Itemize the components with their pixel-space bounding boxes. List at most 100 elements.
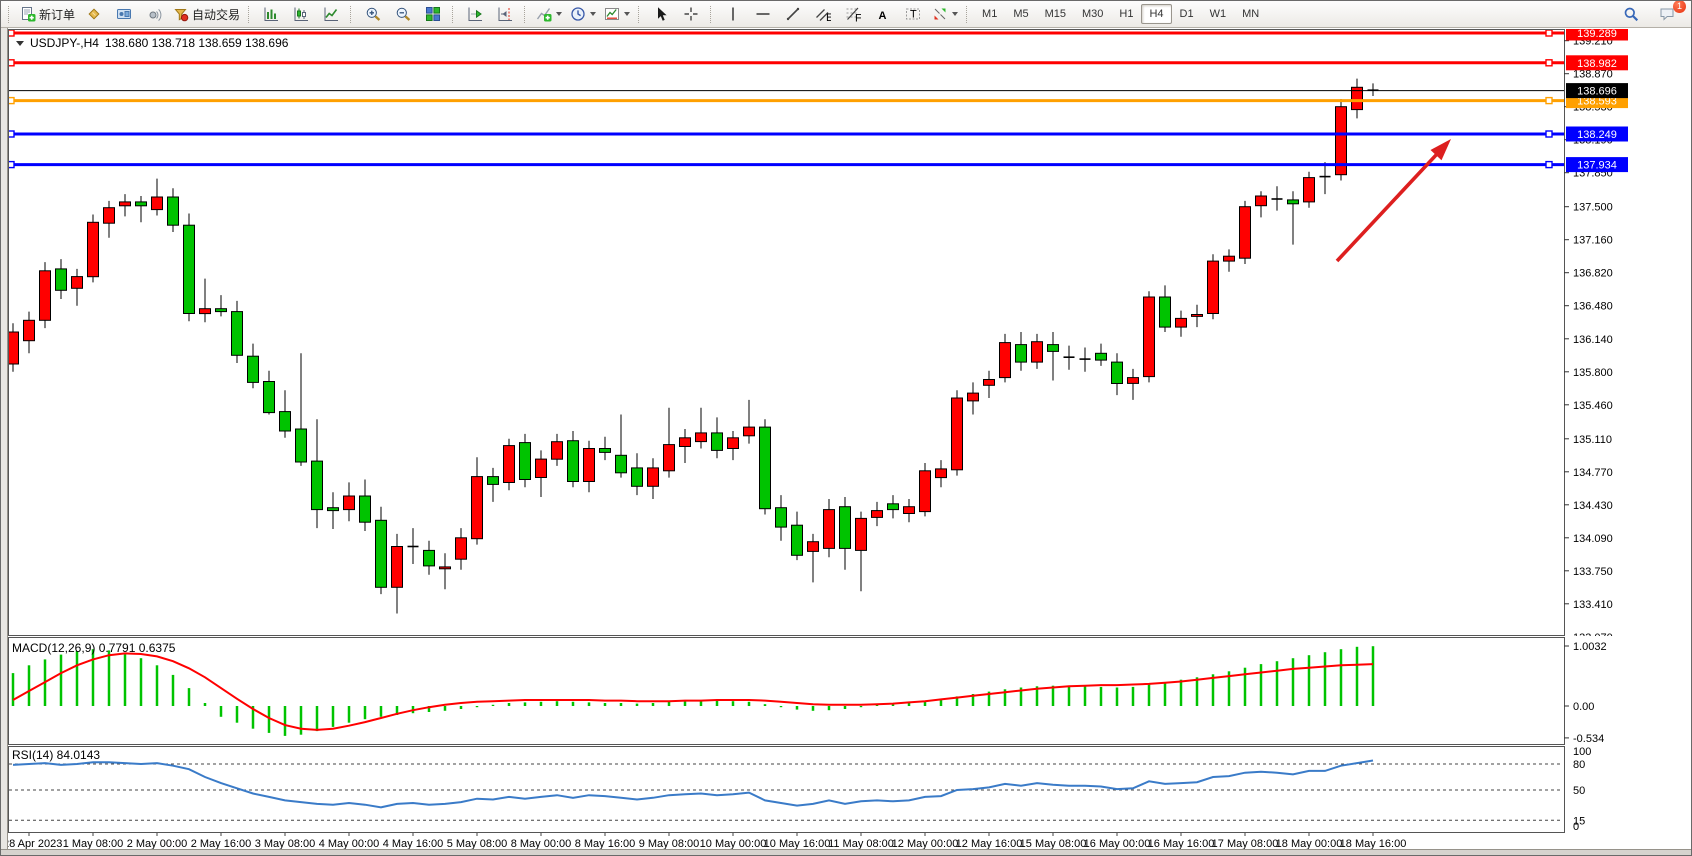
arrows-button[interactable] xyxy=(928,2,962,26)
new-order-icon xyxy=(22,7,36,22)
candle-body xyxy=(39,270,51,321)
line-chart-button[interactable] xyxy=(316,2,346,26)
timeframe-button-mn[interactable]: MN xyxy=(1242,8,1260,20)
new-order-label: 新订单 xyxy=(39,7,76,22)
trendline-button[interactable] xyxy=(778,2,808,26)
chart-shift-button[interactable] xyxy=(490,2,520,26)
chart-dropdown-icon[interactable] xyxy=(16,40,24,46)
candle-body xyxy=(695,432,707,443)
price-tick-label: 136.820 xyxy=(1573,268,1613,280)
price-tick-label: 137.500 xyxy=(1573,202,1613,214)
candlestick-chart-button[interactable] xyxy=(286,2,316,26)
date-axis[interactable]: 28 Apr 2023 1 May 08:00 2 May 00:00 2 May 1… xyxy=(1,833,1692,852)
price-badge-label: 138.696 xyxy=(1577,86,1617,98)
channel-button[interactable]: E xyxy=(808,2,838,26)
trend-arrow-shaft[interactable] xyxy=(1335,149,1442,263)
date-label: 3 May 08:00 xyxy=(255,838,316,850)
price-tick-label: 134.090 xyxy=(1573,533,1613,545)
search-button[interactable] xyxy=(1616,2,1646,26)
macd-panel[interactable]: 1.0032 0.00 -0.534 xyxy=(1,637,1692,745)
expert-advisors-button[interactable] xyxy=(109,2,139,26)
candle-body xyxy=(1223,255,1235,262)
candle-body xyxy=(359,495,371,523)
svg-text:F: F xyxy=(855,13,861,23)
channel-icon: E xyxy=(816,9,831,22)
candle-body xyxy=(1351,86,1363,111)
candle-body xyxy=(311,460,323,511)
timeframe-button-m5[interactable]: M5 xyxy=(1013,8,1029,20)
bar-chart-button[interactable] xyxy=(256,2,286,26)
timeframe-button-m15[interactable]: M15 xyxy=(1044,8,1066,20)
fibonacci-button[interactable]: F xyxy=(838,2,868,26)
price-badge xyxy=(1566,55,1628,71)
line-handle[interactable] xyxy=(1545,96,1553,105)
candle-body xyxy=(839,506,851,549)
candle-body xyxy=(599,448,611,453)
candle-body xyxy=(935,468,947,479)
timeframe-button-h1[interactable]: H1 xyxy=(1119,8,1134,20)
trendline-icon xyxy=(786,7,800,21)
line-handle[interactable] xyxy=(1545,160,1553,169)
auto-scroll-button[interactable] xyxy=(460,2,490,26)
timeframe-button-w1[interactable]: W1 xyxy=(1209,8,1227,20)
candle-body xyxy=(807,541,819,552)
toolbar-right-icons: 1 xyxy=(1616,1,1688,26)
new-order-button[interactable]: 新订单 xyxy=(16,2,79,26)
zoom-in-button[interactable] xyxy=(358,2,388,26)
candle-body xyxy=(983,379,995,386)
notifications-button[interactable]: 1 xyxy=(1652,1,1686,26)
notification-badge[interactable]: 1 xyxy=(1673,1,1686,13)
candle-body xyxy=(487,476,499,485)
dropdown-caret-icon[interactable] xyxy=(624,12,631,16)
toolbar-grip xyxy=(638,5,642,23)
candle-body xyxy=(263,381,275,414)
candle-body xyxy=(87,221,99,278)
indicators-button[interactable] xyxy=(532,2,566,26)
candle-body xyxy=(551,441,563,460)
date-label: 11 May 08:00 xyxy=(828,838,894,850)
vertical-line-button[interactable] xyxy=(718,2,748,26)
line-handle[interactable] xyxy=(1545,59,1553,67)
candle-body xyxy=(1111,361,1123,385)
candle-body xyxy=(375,519,387,588)
autotrading-button[interactable]: 自动交易 xyxy=(169,2,244,26)
line-handle[interactable] xyxy=(1545,29,1553,37)
text-label-button[interactable]: T xyxy=(898,2,928,26)
timeframe-button-h4[interactable]: H4 xyxy=(1141,4,1172,24)
dropdown-caret-icon[interactable] xyxy=(952,12,959,16)
date-label: 5 May 08:00 xyxy=(447,838,508,850)
dropdown-caret-icon[interactable] xyxy=(556,12,563,16)
candle-body xyxy=(1095,352,1107,361)
timeframe-button-m1[interactable]: M1 xyxy=(982,8,998,20)
line-handle[interactable] xyxy=(1545,130,1553,138)
candle-body xyxy=(887,503,899,511)
horizontal-line-icon xyxy=(756,13,770,15)
date-label: 10 May 00:00 xyxy=(700,838,767,850)
main-price-chart[interactable]: 139.210138.870138.530138.190137.850137.5… xyxy=(1,29,1692,636)
horizontal-line-button[interactable] xyxy=(748,2,778,26)
crosshair-button[interactable] xyxy=(676,2,706,26)
templates-icon xyxy=(605,8,620,20)
svg-text:T: T xyxy=(910,9,917,21)
rsi-tick-label: 80 xyxy=(1573,759,1585,771)
timeframe-button-d1[interactable]: D1 xyxy=(1179,8,1194,20)
dropdown-caret-icon[interactable] xyxy=(590,12,597,16)
templates-button[interactable] xyxy=(600,2,634,26)
trend-arrow-head[interactable] xyxy=(1430,139,1452,161)
signals-button[interactable] xyxy=(139,2,169,26)
window-left-edge xyxy=(1,28,8,850)
candle-body xyxy=(727,437,739,449)
periods-button[interactable] xyxy=(566,2,600,26)
text-button[interactable]: A xyxy=(868,2,898,26)
market-watch-button[interactable] xyxy=(79,2,109,26)
price-badge-label: 137.934 xyxy=(1577,160,1617,172)
timeframe-button-m30[interactable]: M30 xyxy=(1082,8,1104,20)
candle-body xyxy=(663,444,675,472)
rsi-tick-label: 15 xyxy=(1573,815,1585,827)
candle-body xyxy=(615,454,627,474)
cursor-button[interactable] xyxy=(646,2,676,26)
date-label: 8 May 16:00 xyxy=(575,838,636,850)
zoom-out-button[interactable] xyxy=(388,2,418,26)
tile-windows-button[interactable] xyxy=(418,2,448,26)
